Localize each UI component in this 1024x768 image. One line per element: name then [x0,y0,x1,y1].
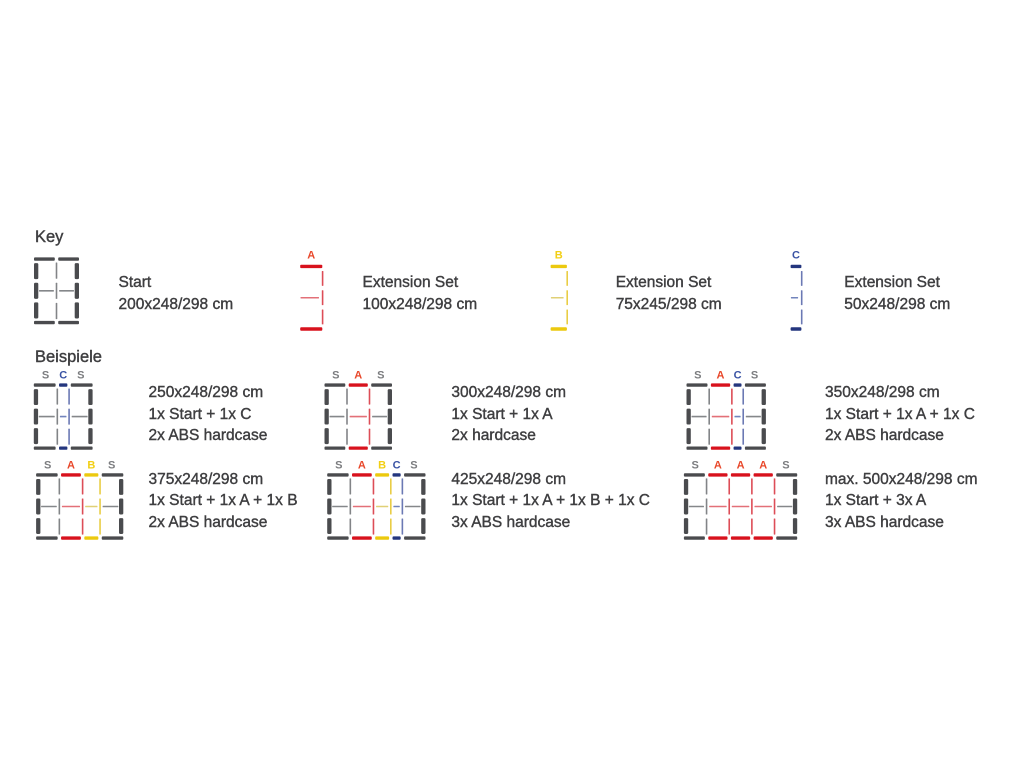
svg-text:C: C [792,250,800,262]
svg-text:A: A [759,460,767,472]
svg-text:S: S [751,370,758,382]
svg-text:B: B [378,460,386,472]
svg-text:S: S [42,370,49,382]
svg-text:A: A [358,460,366,472]
svg-text:S: S [377,370,384,382]
svg-text:S: S [335,460,342,472]
svg-text:A: A [717,370,725,382]
svg-text:S: S [782,460,789,472]
svg-text:S: S [694,370,701,382]
svg-text:A: A [354,370,362,382]
svg-text:S: S [77,370,84,382]
svg-text:A: A [307,250,315,262]
svg-text:C: C [59,370,67,382]
svg-text:A: A [67,460,75,472]
svg-text:B: B [555,250,563,262]
svg-text:S: S [410,460,417,472]
svg-text:S: S [108,460,115,472]
svg-text:A: A [714,460,722,472]
svg-text:A: A [737,460,745,472]
svg-text:S: S [332,370,339,382]
svg-text:S: S [692,460,699,472]
svg-text:C: C [393,460,401,472]
svg-text:C: C [734,370,742,382]
svg-text:B: B [87,460,95,472]
svg-text:S: S [44,460,51,472]
